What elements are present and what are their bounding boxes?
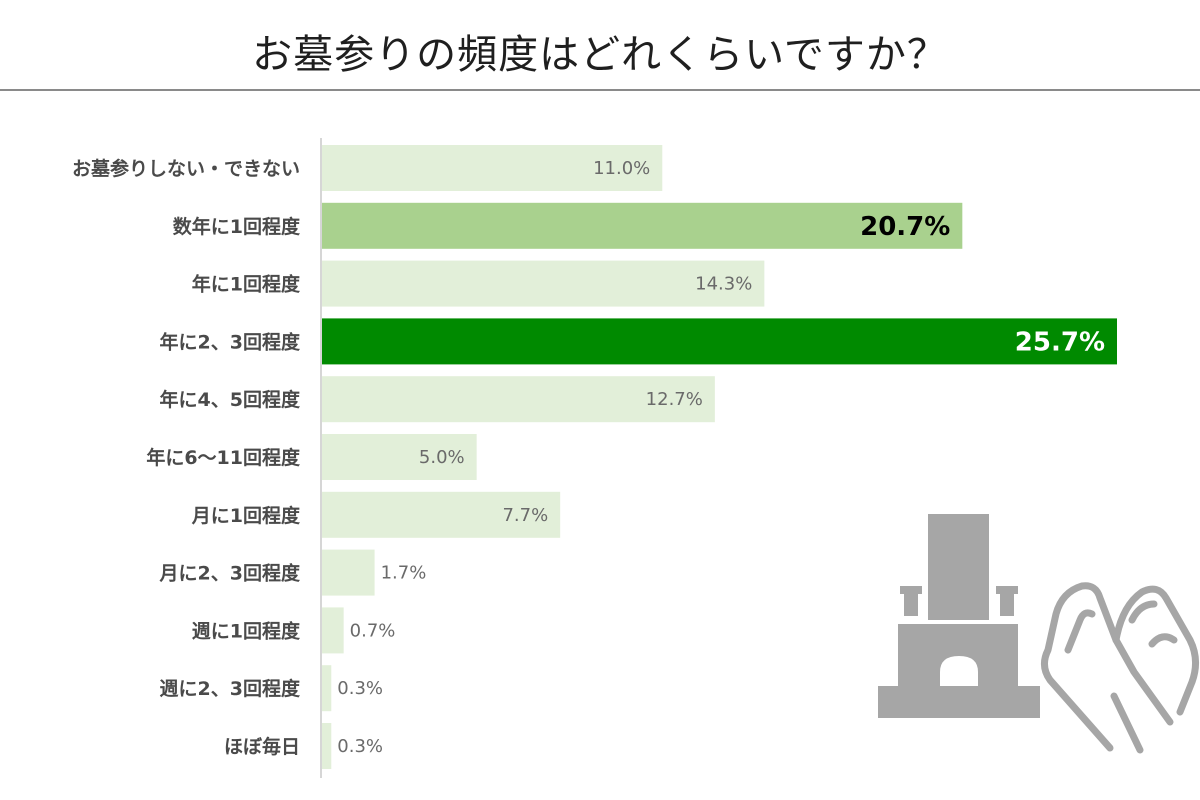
value-label-9: 0.3% — [337, 678, 383, 699]
category-label-7: 月に2、3回程度 — [159, 562, 301, 585]
category-label-0: お墓参りしない・できない — [72, 157, 300, 180]
value-label-3: 25.7% — [1015, 327, 1105, 357]
bar-9 — [322, 665, 332, 712]
bar-7 — [322, 549, 375, 596]
grave-icon — [878, 514, 1040, 718]
bar-10 — [322, 723, 332, 769]
value-label-2: 14.3% — [695, 274, 752, 295]
category-label-3: 年に2、3回程度 — [160, 330, 301, 353]
grave-prayer-illustration — [878, 514, 1199, 754]
value-label-7: 1.7% — [381, 563, 427, 584]
category-label-8: 週に1回程度 — [192, 619, 301, 642]
value-label-8: 0.7% — [350, 620, 396, 641]
value-label-0: 11.0% — [593, 158, 650, 179]
chart-title: お墓参りの頻度はどれくらいですか？ — [252, 32, 948, 78]
value-label-6: 7.7% — [502, 505, 548, 526]
category-label-9: 週に2、3回程度 — [160, 677, 301, 700]
title-divider — [0, 89, 1200, 91]
category-label-1: 数年に1回程度 — [173, 215, 301, 238]
bar-1 — [322, 202, 963, 249]
bar-4 — [322, 376, 715, 423]
bar-8 — [322, 607, 344, 654]
bar-2 — [322, 260, 765, 307]
bar-6 — [322, 491, 561, 538]
praying-hands-icon — [1041, 582, 1199, 754]
bar-0 — [322, 145, 663, 191]
category-label-6: 月に1回程度 — [191, 504, 301, 527]
category-label-5: 年に6～11回程度 — [146, 446, 301, 469]
bar-5 — [322, 434, 477, 480]
value-label-10: 0.3% — [337, 736, 383, 757]
category-label-2: 年に1回程度 — [192, 273, 301, 296]
value-label-5: 5.0% — [419, 447, 465, 468]
value-label-1: 20.7% — [860, 212, 950, 242]
category-label-10: ほぼ毎日 — [224, 735, 300, 758]
category-label-4: 年に4、5回程度 — [160, 388, 301, 411]
bar-3 — [322, 318, 1117, 365]
value-label-4: 12.7% — [646, 389, 703, 410]
